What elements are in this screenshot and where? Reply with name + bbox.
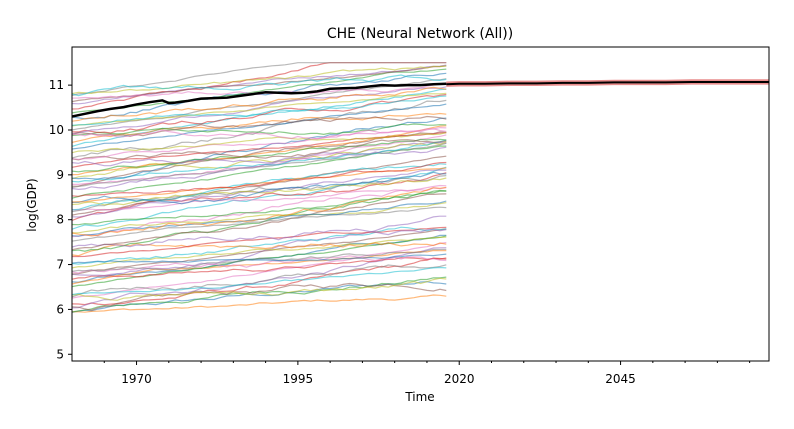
highlight-series-line — [72, 82, 447, 118]
x-axis-label: Time — [404, 390, 434, 404]
background-series-line — [72, 255, 447, 274]
background-series-line — [72, 228, 447, 275]
y-axis-label: log(GDP) — [25, 178, 39, 231]
x-tick-label: 1995 — [283, 372, 314, 386]
background-series-line — [72, 155, 447, 216]
x-tick-label: 1970 — [121, 372, 152, 386]
background-series-line — [72, 86, 447, 122]
background-series-line — [72, 187, 447, 238]
background-series-line — [72, 92, 447, 127]
background-series-line — [72, 264, 447, 298]
background-series-line — [72, 226, 447, 258]
background-series-line — [72, 93, 447, 134]
background-series-line — [72, 228, 447, 248]
background-series-line — [72, 74, 447, 97]
background-series-line — [72, 215, 447, 277]
background-series-line — [72, 186, 447, 237]
background-series-line — [72, 95, 447, 126]
forecast-line — [446, 80, 769, 86]
background-series-line — [72, 146, 447, 167]
background-series-line — [72, 248, 447, 272]
background-series-line — [72, 86, 447, 135]
background-series-line — [72, 171, 447, 205]
background-series-line — [72, 65, 447, 95]
y-tick-label: 6 — [56, 302, 64, 316]
background-series-line — [72, 112, 447, 143]
background-series-line — [72, 190, 447, 226]
plot-area — [72, 62, 769, 313]
background-series-line — [72, 138, 447, 173]
background-series-line — [72, 166, 447, 230]
background-series-line — [72, 172, 447, 222]
y-tick-label: 7 — [56, 258, 64, 272]
y-tick-label: 5 — [56, 347, 64, 361]
x-tick-label: 2020 — [444, 372, 475, 386]
background-series-line — [72, 62, 447, 97]
background-series-line — [72, 132, 447, 154]
background-series-line — [72, 128, 447, 140]
x-tick-label: 2045 — [605, 372, 636, 386]
background-series-line — [72, 253, 447, 264]
background-series-line — [72, 241, 447, 299]
background-series-line — [72, 266, 447, 296]
background-series-line — [72, 282, 447, 311]
background-series-line — [72, 202, 447, 234]
background-series-line — [72, 226, 447, 265]
y-tick-label: 10 — [49, 123, 64, 137]
background-series-line — [72, 236, 447, 269]
y-axis: 5 6 7 8 9 10 11 — [49, 78, 72, 361]
background-series-line — [72, 206, 447, 242]
background-series-line — [72, 277, 447, 301]
background-series-line — [72, 242, 447, 257]
background-series-line — [72, 257, 447, 280]
background-series-line — [72, 161, 447, 197]
background-series-line — [72, 294, 447, 313]
y-tick-label: 8 — [56, 213, 64, 227]
x-axis: 1970 1995 2020 2045 — [103, 361, 751, 386]
background-series-line — [72, 184, 447, 211]
chart-title: CHE (Neural Network (All)) — [327, 26, 513, 42]
plot-frame — [71, 46, 770, 362]
background-series-line — [72, 123, 447, 137]
y-tick-label: 9 — [56, 168, 64, 182]
background-series-line — [72, 139, 447, 161]
y-tick-label: 11 — [49, 78, 64, 92]
background-series-line — [72, 141, 447, 180]
background-series-line — [72, 193, 447, 251]
